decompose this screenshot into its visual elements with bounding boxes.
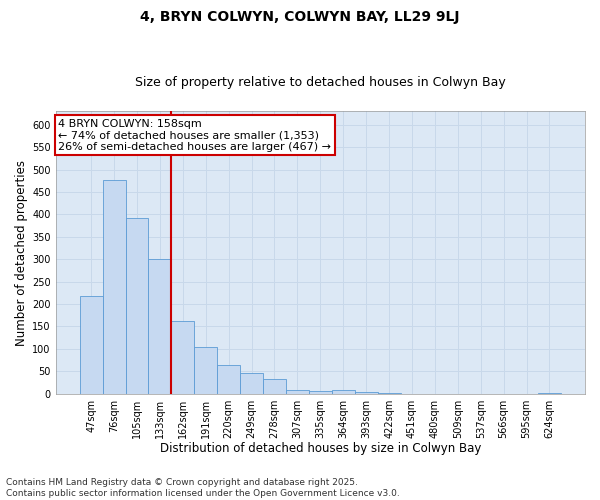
Text: 4 BRYN COLWYN: 158sqm
← 74% of detached houses are smaller (1,353)
26% of semi-d: 4 BRYN COLWYN: 158sqm ← 74% of detached … — [58, 118, 331, 152]
X-axis label: Distribution of detached houses by size in Colwyn Bay: Distribution of detached houses by size … — [160, 442, 481, 455]
Text: 4, BRYN COLWYN, COLWYN BAY, LL29 9LJ: 4, BRYN COLWYN, COLWYN BAY, LL29 9LJ — [140, 10, 460, 24]
Bar — [194, 346, 217, 394]
Bar — [148, 259, 172, 394]
Bar — [172, 320, 194, 394]
Bar — [309, 392, 332, 394]
Bar — [125, 218, 148, 394]
Bar — [240, 372, 263, 394]
Bar — [355, 392, 377, 394]
Y-axis label: Number of detached properties: Number of detached properties — [15, 160, 28, 346]
Bar — [217, 366, 240, 394]
Bar — [80, 296, 103, 394]
Bar — [286, 390, 309, 394]
Bar — [263, 380, 286, 394]
Bar — [103, 180, 125, 394]
Bar — [332, 390, 355, 394]
Title: Size of property relative to detached houses in Colwyn Bay: Size of property relative to detached ho… — [135, 76, 506, 90]
Text: Contains HM Land Registry data © Crown copyright and database right 2025.
Contai: Contains HM Land Registry data © Crown c… — [6, 478, 400, 498]
